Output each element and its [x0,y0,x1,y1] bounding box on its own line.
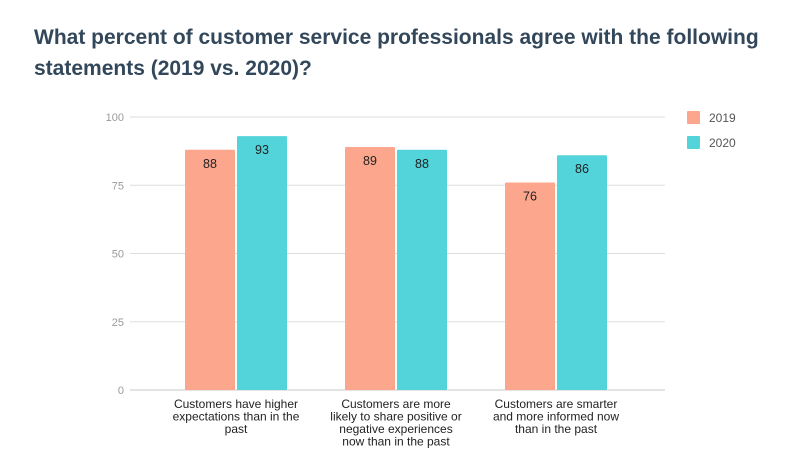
data-label: 76 [523,190,537,204]
bar-2020 [397,149,447,390]
x-category-label: Customers have higher [174,397,298,411]
bar-2019 [185,149,235,390]
data-label: 89 [363,154,377,168]
bar-2019 [505,182,555,390]
legend-swatch-2020 [687,136,700,149]
bar-2020 [557,155,607,390]
x-category-label: past [225,422,248,436]
x-category-label: now than in the past [342,435,450,449]
x-category-label: Customers are more [341,397,451,411]
chart-title: What percent of customer service profess… [34,26,759,80]
bar-2019 [345,147,395,390]
legend-label: 2020 [709,136,736,150]
data-label: 88 [203,157,217,171]
y-tick-label: 75 [112,180,124,192]
data-label: 88 [415,157,429,171]
y-tick-label: 25 [112,317,124,329]
legend-swatch-2019 [687,111,700,124]
legend-label: 2019 [709,111,736,125]
y-tick-label: 0 [118,385,124,397]
y-tick-label: 50 [112,249,124,261]
x-category-label: and more informed now [493,410,619,424]
x-category-label: negative experiences [339,422,452,436]
data-label: 93 [255,143,269,157]
data-label: 86 [575,162,589,176]
x-category-label: Customers are smarter [495,397,618,411]
x-category-label: expectations than in the [173,410,300,424]
bar-2020 [237,136,287,390]
x-category-label: likely to share positive or [330,410,461,424]
y-tick-label: 100 [106,112,124,124]
x-category-label: than in the past [515,422,598,436]
